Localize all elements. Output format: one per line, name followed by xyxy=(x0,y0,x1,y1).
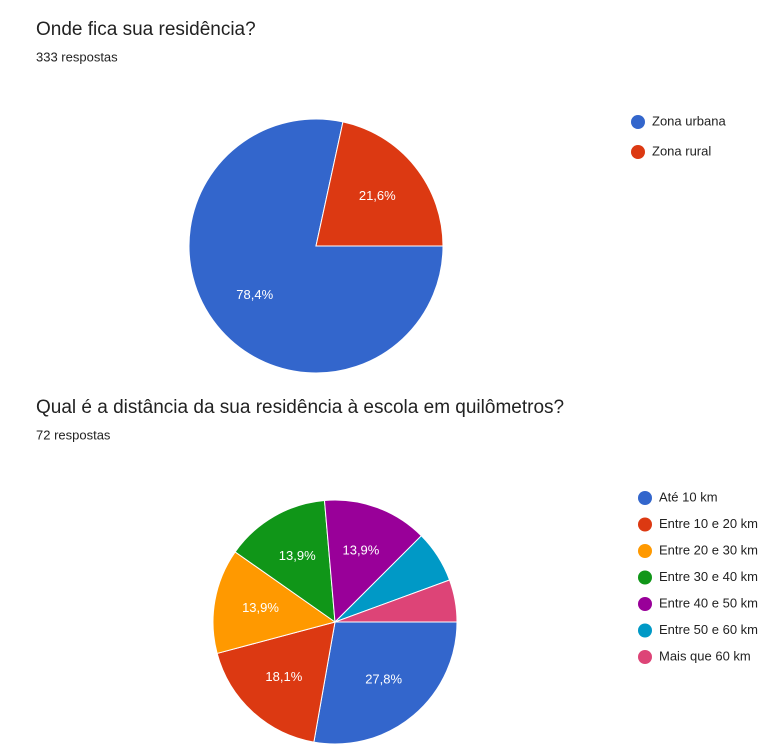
slice-label: 21,6% xyxy=(359,188,396,203)
slice-label: 13,9% xyxy=(242,600,279,615)
slice-label: 27,8% xyxy=(365,671,402,686)
slice-label: 18,1% xyxy=(265,669,302,684)
legend-label: Até 10 km xyxy=(659,489,718,504)
legend-label: Zona rural xyxy=(652,143,711,158)
legend-swatch xyxy=(638,517,652,532)
legend-label: Zona urbana xyxy=(652,113,726,128)
legend-swatch xyxy=(638,491,652,505)
chart-title: Qual é a distância da sua residência à e… xyxy=(36,397,564,418)
pie-slice xyxy=(323,499,423,624)
legend-swatch xyxy=(631,145,645,159)
legend-swatch xyxy=(638,623,652,638)
legend-label: Entre 10 e 20 km xyxy=(659,516,758,531)
pie-slice xyxy=(313,621,458,745)
chart-subtitle: 333 respostas xyxy=(36,49,118,64)
legend-swatch xyxy=(638,650,652,664)
legend-swatch xyxy=(638,544,652,558)
slice-label: 13,9% xyxy=(342,542,379,557)
legend-label: Entre 30 e 40 km xyxy=(659,569,758,584)
legend-label: Entre 20 e 30 km xyxy=(659,542,758,557)
pie-slice xyxy=(216,621,336,743)
legend-label: Mais que 60 km xyxy=(659,648,751,663)
pie-slice xyxy=(212,551,337,655)
chart-subtitle: 72 respostas xyxy=(36,427,111,442)
pie-slice xyxy=(234,499,336,624)
legend-swatch xyxy=(638,597,652,611)
slice-label: 13,9% xyxy=(279,548,316,563)
pie-slice xyxy=(315,121,444,247)
pie-slice xyxy=(188,118,444,374)
legend-swatch xyxy=(638,570,652,585)
pie-slice xyxy=(334,579,458,623)
chart-title: Onde fica sua residência? xyxy=(36,19,256,40)
legend-swatch xyxy=(631,115,645,129)
legend-label: Entre 50 e 60 km xyxy=(659,622,758,637)
slice-label: 78,4% xyxy=(236,287,273,302)
legend-label: Entre 40 e 50 km xyxy=(659,595,758,610)
